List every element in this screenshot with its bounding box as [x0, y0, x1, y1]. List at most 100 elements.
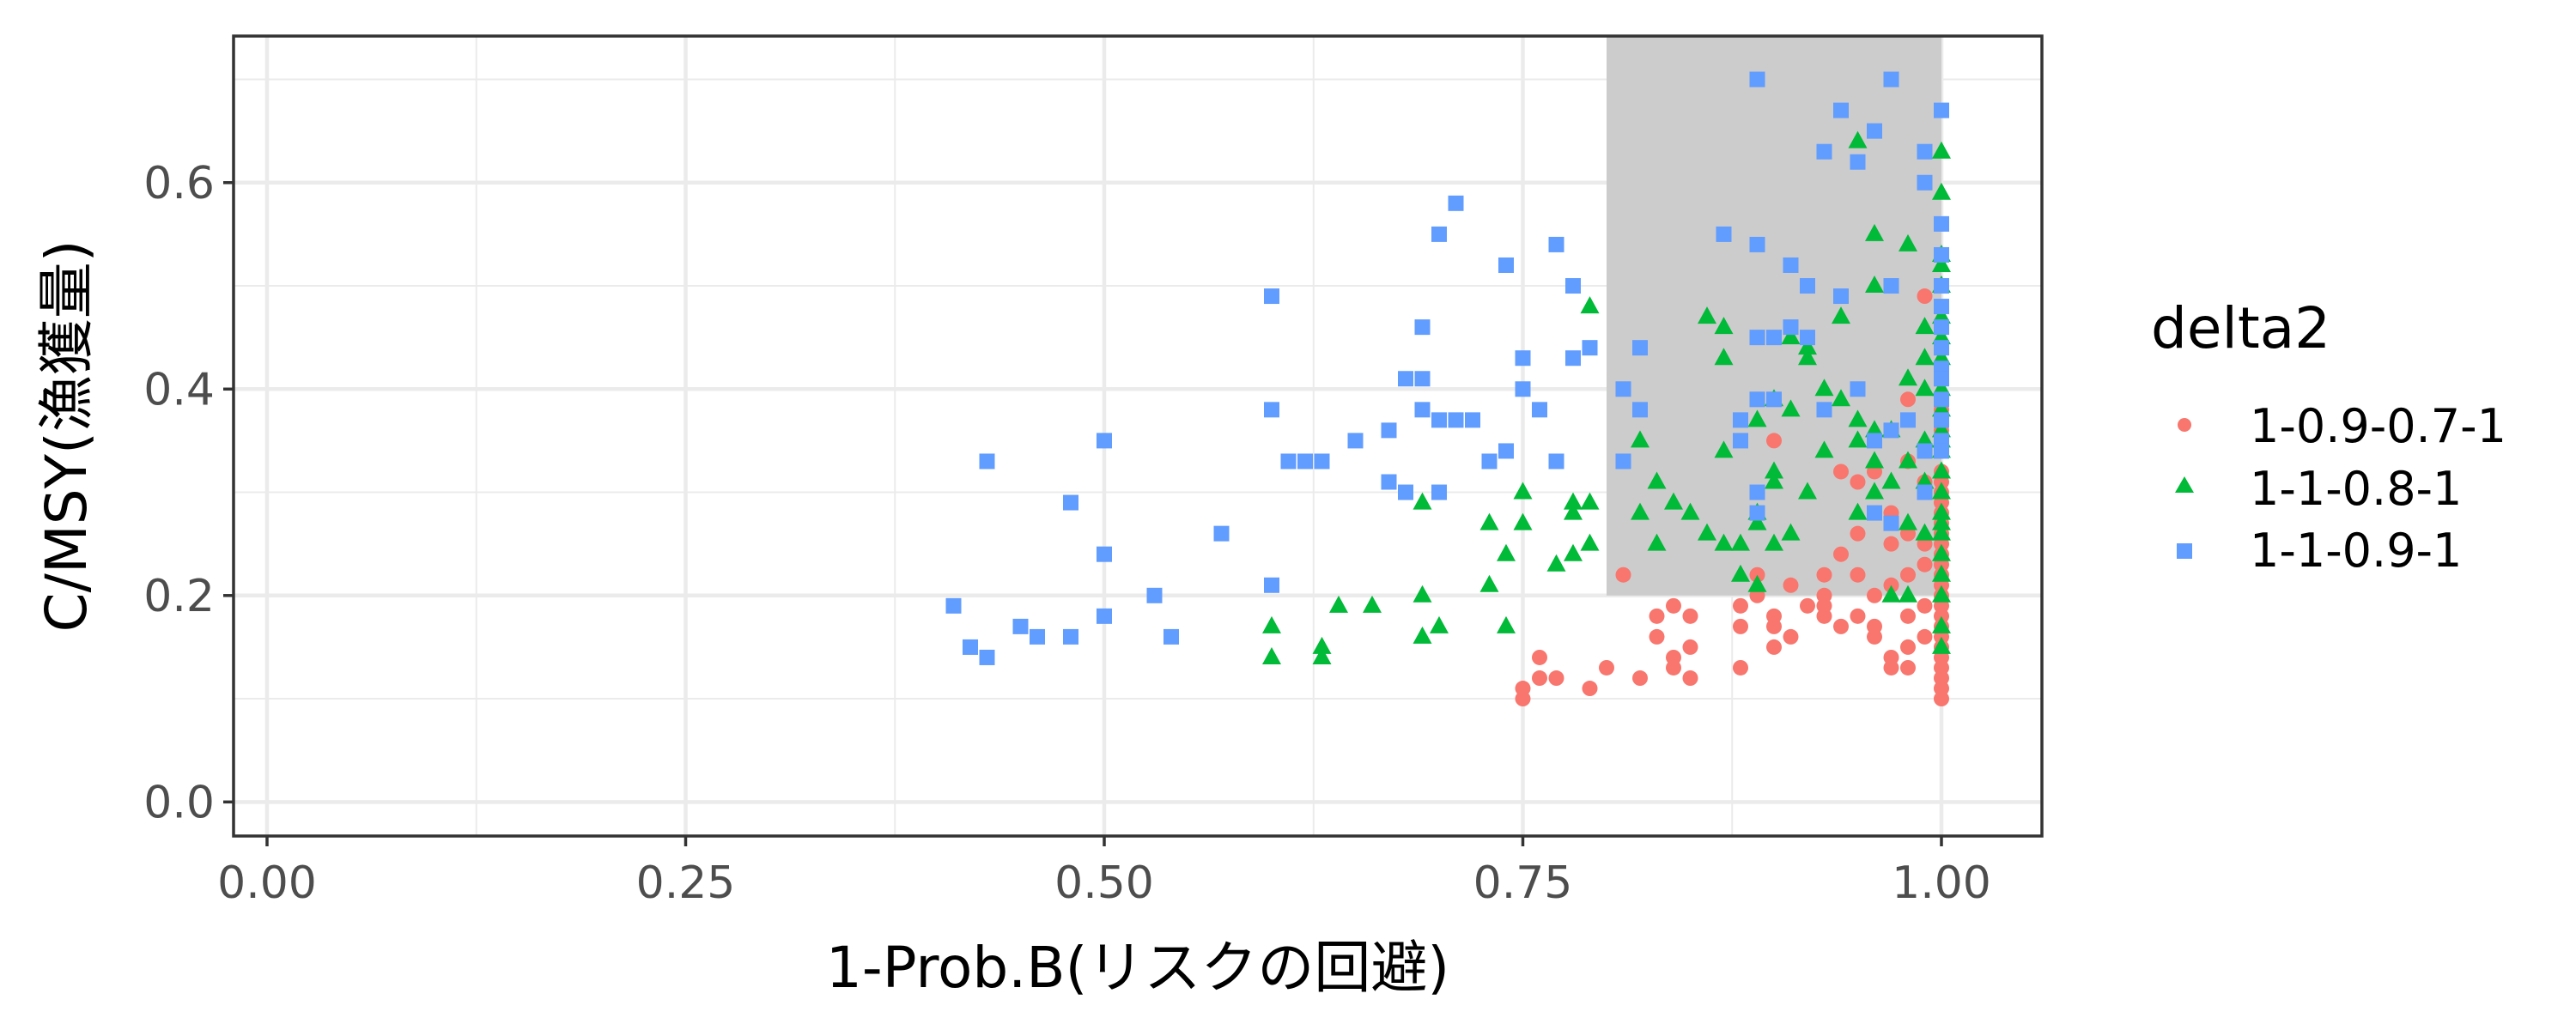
data-point	[1848, 130, 1868, 148]
data-point	[1347, 433, 1364, 449]
data-point	[1915, 471, 1935, 489]
data-point	[1883, 577, 1899, 593]
data-point	[1363, 595, 1382, 613]
data-point	[1647, 533, 1667, 551]
data-point	[1833, 288, 1849, 305]
data-point	[1146, 587, 1163, 603]
data-point	[1213, 525, 1230, 542]
x-tick-label: 0.25	[636, 857, 736, 909]
data-point	[1097, 546, 1112, 562]
data-point	[1800, 278, 1815, 294]
data-point	[1932, 502, 1951, 520]
data-point	[1163, 628, 1179, 645]
data-point	[979, 453, 995, 470]
data-point	[1564, 502, 1583, 520]
axis-ticks	[223, 181, 1943, 846]
data-point	[1867, 123, 1882, 139]
data-point	[1714, 533, 1734, 551]
data-point	[1850, 608, 1866, 624]
data-point	[1749, 391, 1765, 408]
data-point	[1932, 306, 1951, 324]
data-point	[1398, 371, 1413, 387]
data-point	[1714, 317, 1734, 335]
data-point	[1934, 102, 1949, 118]
data-point	[1766, 639, 1782, 655]
data-point	[1932, 399, 1951, 417]
data-point	[1932, 461, 1951, 479]
data-point	[1666, 597, 1681, 614]
y-axis-title: C/MSY(漁獲量)	[33, 240, 100, 633]
data-point	[1682, 608, 1698, 624]
data-point	[1414, 319, 1431, 336]
data-point	[1934, 371, 1949, 387]
data-point	[1479, 574, 1499, 592]
data-point	[1312, 646, 1332, 664]
data-point	[1749, 484, 1765, 500]
data-point	[1934, 443, 1949, 459]
data-point	[1733, 659, 1748, 676]
x-tick-label: 1.00	[1892, 857, 1991, 909]
data-point	[1666, 659, 1681, 676]
data-point	[979, 649, 995, 665]
data-point	[1649, 608, 1665, 624]
data-point	[1899, 585, 1917, 603]
data-point	[1783, 319, 1799, 336]
y-tick-label: 0.2	[143, 571, 215, 622]
data-point	[1264, 577, 1279, 593]
data-point	[1932, 420, 1951, 438]
data-point	[1900, 639, 1916, 655]
data-point	[1680, 502, 1700, 520]
data-point	[1264, 402, 1279, 418]
data-point	[1632, 670, 1648, 687]
data-point	[1816, 608, 1832, 624]
data-point	[1430, 615, 1449, 633]
data-point	[1932, 327, 1951, 345]
data-point	[1546, 554, 1566, 572]
data-point	[1917, 288, 1933, 305]
data-points	[945, 71, 1951, 707]
data-point	[1765, 471, 1783, 489]
data-point	[1063, 494, 1078, 511]
data-point	[1012, 618, 1029, 634]
data-point	[1850, 525, 1866, 542]
data-point	[1917, 484, 1933, 500]
data-point	[1934, 246, 1949, 263]
data-point	[1329, 595, 1348, 613]
data-point	[1934, 412, 1949, 428]
data-point	[1431, 412, 1447, 428]
data-point	[1800, 330, 1815, 346]
data-point	[1934, 215, 1949, 232]
data-point	[1917, 628, 1933, 645]
data-point	[1097, 608, 1112, 624]
data-point	[1932, 482, 1951, 500]
highlight-region	[1607, 36, 1941, 596]
data-point	[1749, 566, 1765, 583]
data-point	[1865, 451, 1884, 469]
data-point	[1798, 482, 1817, 500]
data-point	[1917, 556, 1933, 573]
data-point	[1766, 330, 1782, 346]
data-point	[1934, 319, 1949, 336]
data-point	[1264, 288, 1279, 305]
data-point	[1917, 443, 1933, 459]
data-point	[1800, 597, 1815, 614]
data-point	[1632, 340, 1648, 356]
data-point	[1883, 515, 1899, 531]
data-point	[1932, 141, 1951, 159]
data-point	[1932, 585, 1951, 603]
data-point	[1781, 523, 1801, 541]
data-point	[1850, 381, 1866, 397]
data-point	[1848, 409, 1868, 427]
data-point	[1532, 402, 1547, 418]
data-point	[1833, 618, 1849, 634]
data-point	[1917, 174, 1933, 191]
data-point	[1731, 564, 1750, 582]
data-point	[1682, 670, 1698, 687]
data-point	[1865, 223, 1884, 241]
data-point	[1580, 296, 1600, 314]
data-point	[1664, 492, 1683, 510]
data-point	[1565, 350, 1581, 367]
data-point	[1565, 278, 1581, 294]
data-point	[1714, 440, 1734, 458]
data-point	[1848, 430, 1868, 448]
